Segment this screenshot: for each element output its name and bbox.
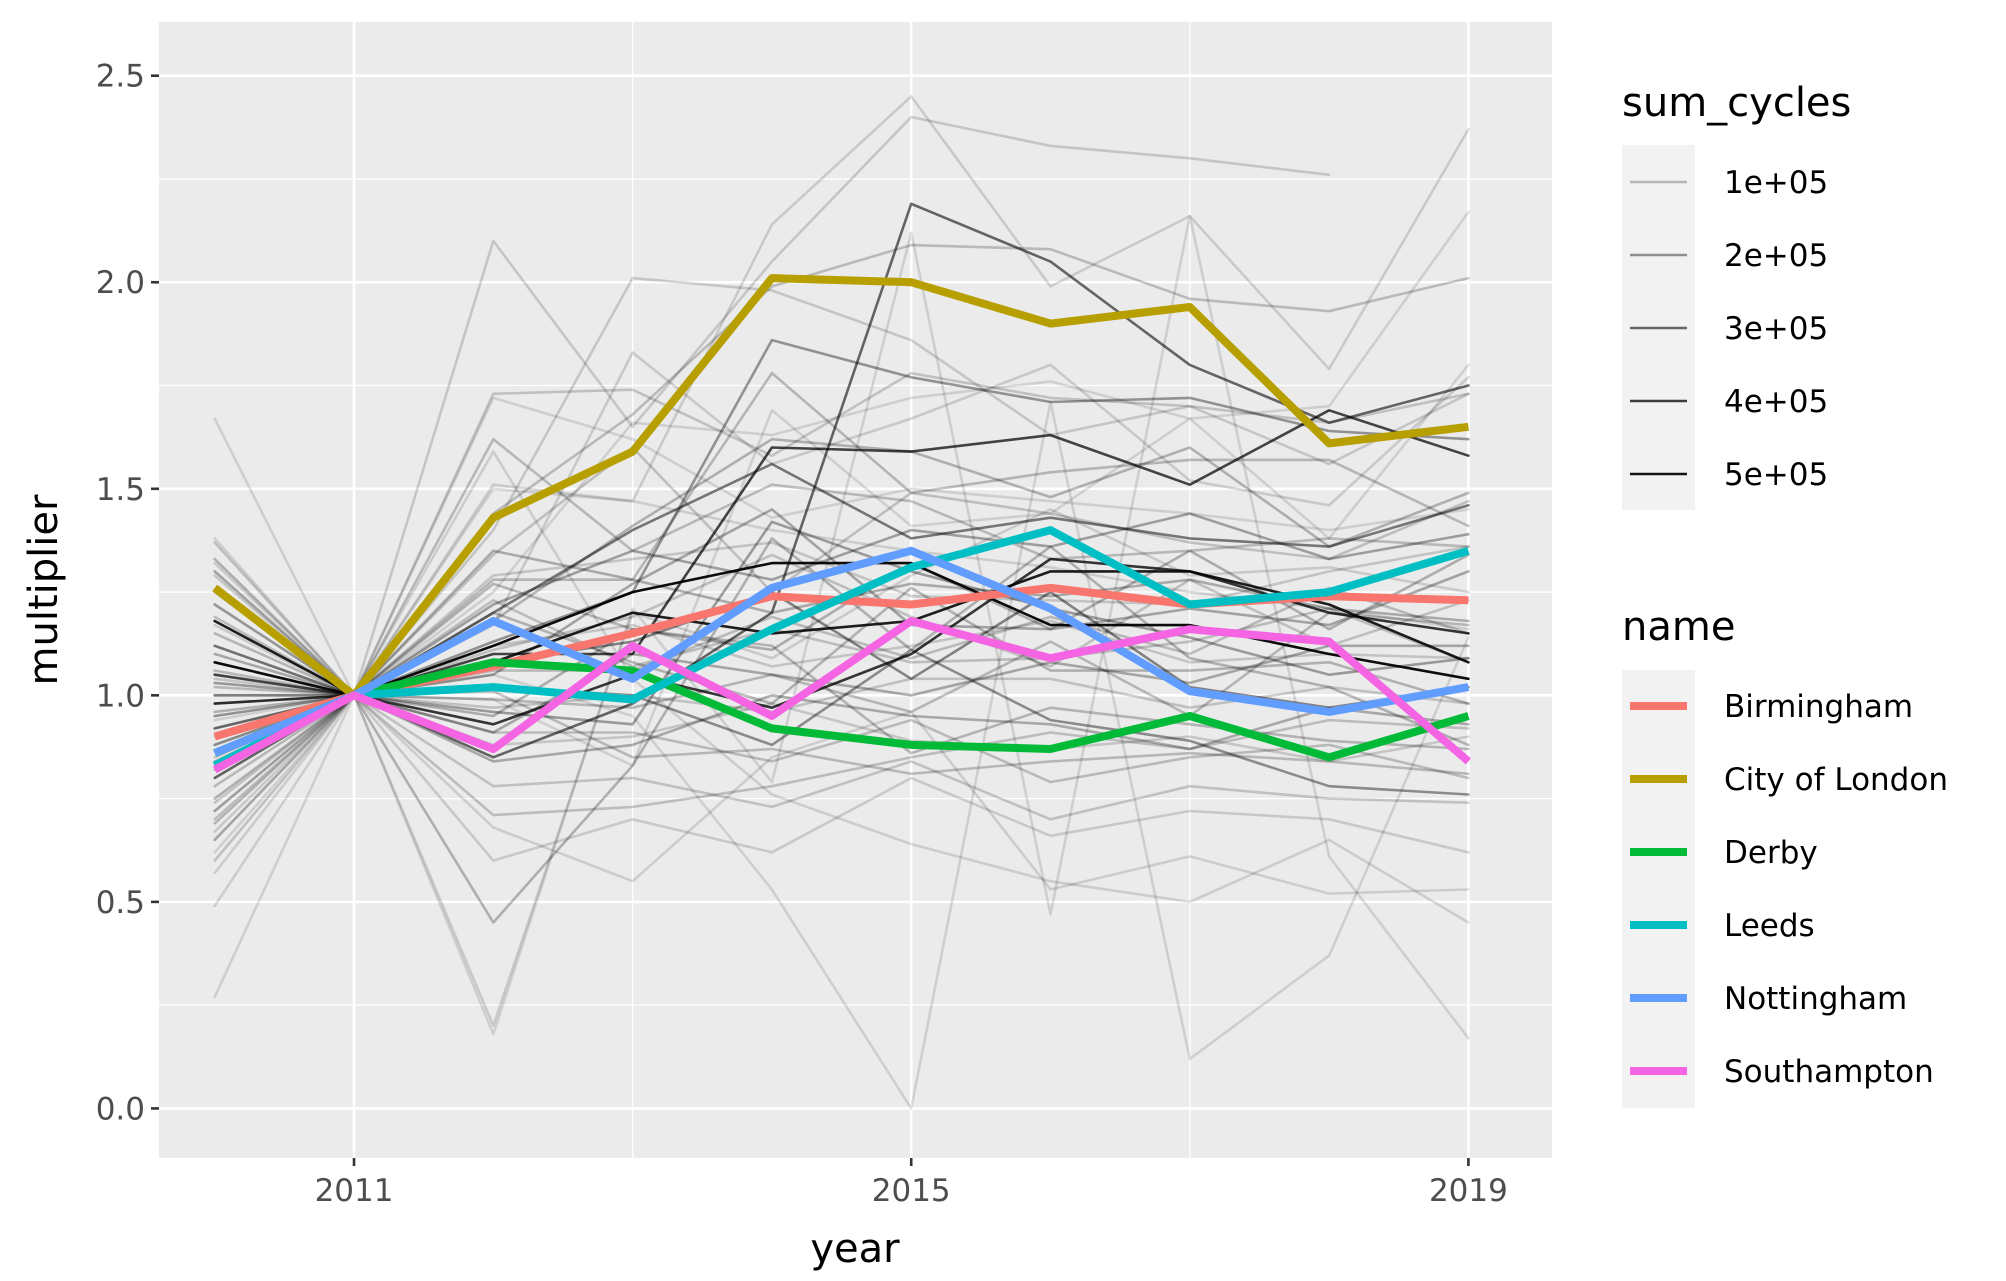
background-series-line bbox=[213, 115, 1331, 697]
background-series-line bbox=[213, 549, 1470, 718]
x-axis-title: year bbox=[810, 1226, 900, 1272]
background-series-line bbox=[213, 363, 1470, 854]
y-tick-label: 0.5 bbox=[96, 885, 145, 921]
y-tick-label: 1.5 bbox=[96, 472, 145, 508]
background-series-line bbox=[213, 400, 1470, 1110]
legend-sum-cycles-label: 4e+05 bbox=[1724, 384, 1828, 420]
legend-name-title: name bbox=[1622, 604, 1735, 650]
y-tick-label: 1.0 bbox=[96, 678, 145, 714]
background-series-line bbox=[213, 694, 1470, 784]
legend-sum-cycles-label: 5e+05 bbox=[1724, 457, 1828, 493]
x-tick-label: 2011 bbox=[315, 1173, 394, 1209]
legend-name-label: Derby bbox=[1724, 835, 1818, 871]
background-series-line bbox=[213, 557, 1470, 726]
legend-name-label: City of London bbox=[1724, 762, 1948, 798]
background-series-line bbox=[213, 371, 1470, 862]
legend-name-label: Birmingham bbox=[1724, 689, 1913, 725]
series-line-city-of-london bbox=[212, 274, 1469, 700]
background-series-line bbox=[213, 599, 1470, 821]
background-series-line bbox=[213, 396, 1470, 697]
background-series-line bbox=[213, 450, 1470, 924]
background-series-line bbox=[213, 694, 1470, 862]
legend-name-label: Leeds bbox=[1724, 908, 1815, 944]
series-line-southampton bbox=[212, 617, 1472, 774]
x-axis-ticks: 2011 2015 2019 bbox=[315, 1158, 1508, 1209]
background-series-line bbox=[213, 409, 1470, 697]
background-series-line bbox=[213, 520, 1470, 726]
legend-sum-cycles-title: sum_cycles bbox=[1622, 80, 1851, 126]
highlighted-series-lines bbox=[212, 274, 1472, 774]
background-series-line bbox=[213, 214, 1470, 1040]
legend-name: name Birmingham City of London Derby Leeds N… bbox=[1622, 604, 1948, 1108]
background-series-line bbox=[213, 644, 1470, 821]
y-tick-label: 2.5 bbox=[96, 59, 145, 95]
series-line-leeds bbox=[212, 526, 1470, 770]
y-tick-label: 2.0 bbox=[96, 265, 145, 301]
background-series-line bbox=[213, 541, 1470, 697]
background-series-lines bbox=[213, 95, 1470, 1110]
background-series-line bbox=[213, 561, 1470, 697]
legend-sum-cycles-label: 3e+05 bbox=[1724, 311, 1828, 347]
x-tick-label: 2019 bbox=[1429, 1173, 1508, 1209]
background-series-line bbox=[213, 437, 1470, 788]
major-gridlines bbox=[159, 22, 1552, 1158]
background-series-line bbox=[213, 677, 1470, 747]
background-series-line bbox=[213, 508, 1470, 1028]
background-series-line bbox=[213, 652, 1470, 763]
background-series-line bbox=[213, 512, 1470, 813]
y-axis-ticks: 0.0 0.5 1.0 1.5 2.0 2.5 bbox=[96, 59, 159, 1127]
series-line-derby bbox=[213, 658, 1470, 762]
background-series-line bbox=[213, 210, 1470, 697]
legend-name-key-background bbox=[1622, 670, 1695, 1108]
background-series-line bbox=[213, 446, 1470, 771]
legend-sum-cycles-label: 1e+05 bbox=[1724, 165, 1828, 201]
background-series-line bbox=[213, 95, 1470, 697]
series-line-nottingham bbox=[213, 546, 1470, 757]
background-series-line bbox=[213, 371, 1470, 697]
legend-name-label: Southampton bbox=[1724, 1054, 1934, 1090]
y-tick-label: 0.0 bbox=[96, 1091, 145, 1127]
background-series-line bbox=[213, 644, 1470, 842]
legend-sum-cycles: sum_cycles 1e+05 2e+05 3e+05 4e+05 5e+05 bbox=[1622, 80, 1851, 510]
background-series-line bbox=[213, 338, 1470, 718]
legend-sum-cycles-label: 2e+05 bbox=[1724, 238, 1828, 274]
legend-name-label: Nottingham bbox=[1724, 981, 1907, 1017]
background-series-line bbox=[213, 611, 1470, 763]
x-tick-label: 2015 bbox=[872, 1173, 951, 1209]
y-axis-title: multiplier bbox=[21, 494, 67, 685]
